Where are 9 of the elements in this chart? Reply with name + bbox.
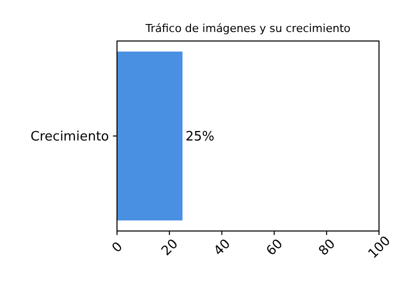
x-tick-label: 80 bbox=[316, 236, 338, 259]
data-label: 25% bbox=[186, 130, 214, 145]
x-tick-label: 0 bbox=[110, 240, 126, 256]
x-tick-label: 60 bbox=[264, 236, 286, 259]
y-tick-label: Crecimiento bbox=[30, 130, 110, 145]
x-tick-label: 100 bbox=[366, 234, 394, 262]
x-tick-label: 40 bbox=[211, 236, 234, 259]
x-tick-label: 20 bbox=[158, 236, 182, 259]
chart-title: Tráfico de imágenes y su crecimiento bbox=[144, 22, 351, 35]
